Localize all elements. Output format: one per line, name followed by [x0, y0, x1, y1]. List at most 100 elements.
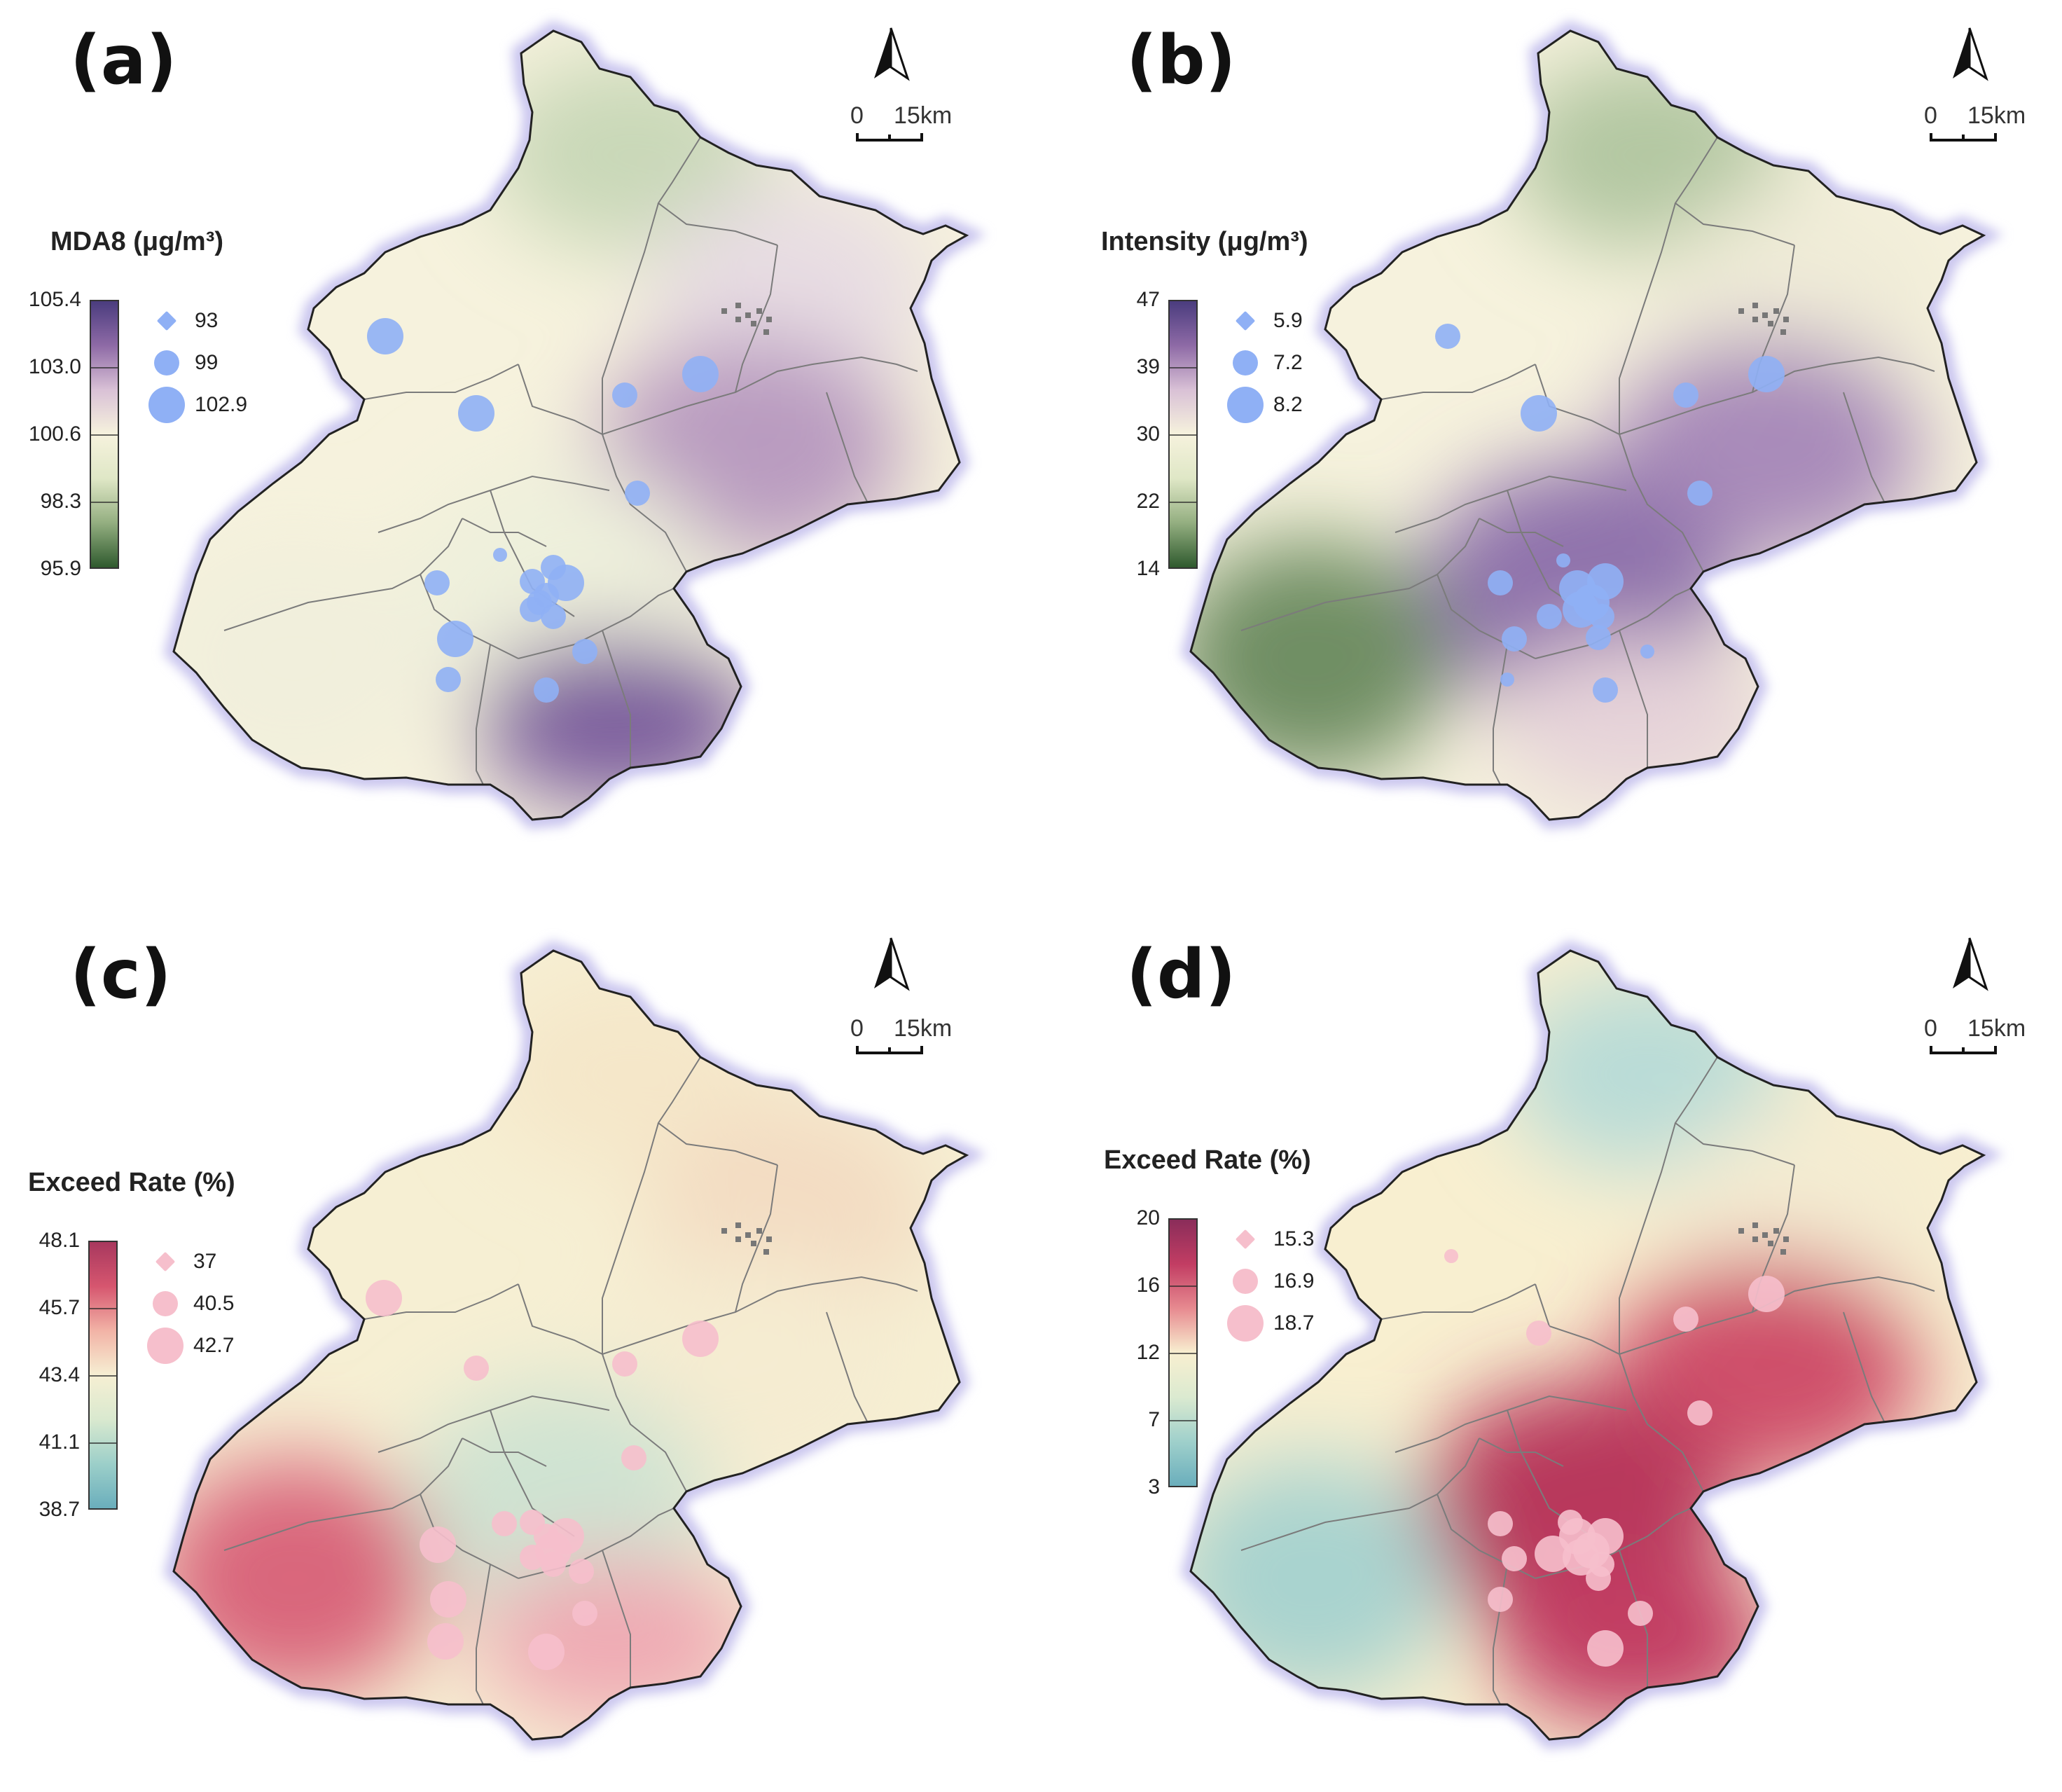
district-boundary — [223, 1438, 463, 1551]
scale-bar — [856, 133, 923, 142]
station-marker — [572, 639, 597, 664]
district-boundary — [1619, 1122, 1676, 1354]
scale-bar — [856, 1046, 923, 1054]
district-boundary — [476, 1564, 491, 1705]
panel-c: (c) 0 15km Exceed Rate (%) 48.1 45.7 43.4 41.1 3… — [0, 896, 1031, 1792]
legend-title: MDA8 (μg/m³) — [50, 227, 223, 256]
station-marker — [1488, 1511, 1513, 1536]
scale-label-start: 0 — [850, 1015, 864, 1042]
colorbar-tick-label: 105.4 — [28, 288, 81, 311]
size-legend-label: 93 — [195, 309, 219, 332]
size-legend-label: 16.9 — [1273, 1269, 1315, 1293]
district-boundary — [223, 518, 463, 631]
size-legend-label: 42.7 — [193, 1334, 235, 1357]
station-marker — [1587, 563, 1624, 600]
colorbar-tick-label: 22 — [1136, 490, 1160, 513]
station-marker — [420, 1526, 456, 1563]
station-marker — [612, 1351, 637, 1377]
district-boundary — [657, 137, 778, 246]
colorbar-tick-label: 43.4 — [39, 1363, 80, 1386]
legend-title: Exceed Rate (%) — [28, 1168, 235, 1197]
scale-bar — [1930, 133, 1997, 142]
panel-label: (b) — [1126, 21, 1236, 99]
station-marker — [436, 667, 461, 692]
station-marker — [1593, 677, 1618, 703]
station-marker — [1748, 1276, 1785, 1312]
station-marker — [541, 1552, 566, 1577]
size-legend-label: 7.2 — [1273, 351, 1303, 374]
station-marker — [625, 481, 650, 506]
colorbar-tick — [90, 1375, 116, 1377]
station-marker — [1587, 1518, 1624, 1555]
scale-label-end: 15km — [1967, 102, 2026, 129]
station-marker — [437, 621, 473, 657]
district-boundary — [826, 392, 869, 505]
no-data-patch — [1738, 1222, 1789, 1255]
panel-label: (c) — [70, 935, 172, 1014]
station-marker — [1435, 324, 1460, 349]
colorbar-tick-label: 95.9 — [40, 557, 81, 580]
station-marker — [520, 1545, 545, 1570]
district-boundary — [364, 364, 519, 400]
size-legend-marker — [1233, 350, 1258, 375]
station-marker — [534, 677, 559, 703]
district-boundary — [602, 630, 631, 768]
station-marker — [548, 1518, 584, 1555]
station-marker — [1556, 553, 1570, 567]
colorbar-tick — [1170, 1286, 1196, 1287]
station-marker — [1444, 1249, 1458, 1263]
station-marker — [1586, 625, 1611, 650]
station-marker — [682, 1321, 719, 1357]
colorbar-tick-label: 100.6 — [28, 422, 81, 446]
scale-label-end: 15km — [894, 1015, 953, 1042]
size-legend-marker — [154, 350, 179, 375]
legend-title: Exceed Rate (%) — [1104, 1145, 1311, 1175]
panel-a: (a) 0 15km MDA8 (μg/m³) 105.4 103.0 100.6 98.3 9… — [0, 0, 1031, 896]
size-legend-label: 8.2 — [1273, 393, 1303, 416]
station-marker — [682, 356, 719, 392]
north-arrow-icon — [1953, 937, 1988, 991]
north-arrow-icon — [874, 937, 910, 991]
colorbar-tick-label: 39 — [1136, 355, 1160, 378]
station-marker — [1500, 673, 1514, 687]
colorbar-tick-label: 12 — [1136, 1341, 1160, 1364]
size-legend-marker — [147, 1328, 184, 1364]
district-boundary — [1240, 1438, 1480, 1551]
colorbar-tick — [1170, 1353, 1196, 1354]
beijing-boundary — [1189, 29, 1986, 821]
size-legend-label: 15.3 — [1273, 1227, 1315, 1250]
map — [163, 20, 987, 829]
station-marker — [1502, 1546, 1527, 1571]
district-boundary — [518, 364, 687, 572]
district-boundary — [1479, 1438, 1564, 1467]
district-boundary — [657, 1056, 778, 1166]
size-legend-label: 99 — [195, 351, 219, 374]
district-boundary — [735, 1164, 778, 1313]
colorbar-tick-label: 45.7 — [39, 1296, 80, 1319]
station-marker — [1587, 1630, 1624, 1667]
size-legend-marker — [153, 1291, 178, 1316]
station-marker — [528, 1634, 565, 1670]
station-marker — [1673, 382, 1698, 408]
colorbar-tick-label: 47 — [1136, 288, 1160, 311]
size-legend-marker — [1227, 1305, 1264, 1342]
district-boundary — [826, 1311, 869, 1425]
district-boundary — [476, 644, 491, 785]
district-boundary — [735, 244, 778, 393]
district-boundary — [1619, 202, 1676, 434]
district-boundary — [1843, 392, 1886, 505]
size-legend-marker — [1227, 387, 1264, 423]
colorbar-tick — [91, 367, 118, 368]
colorbar-tick-label: 14 — [1136, 557, 1160, 580]
station-marker — [366, 1280, 402, 1316]
district-boundary — [1493, 644, 1508, 785]
station-marker — [464, 1356, 489, 1381]
station-marker — [1502, 626, 1527, 652]
colorbar-tick — [1170, 434, 1196, 436]
station-marker — [493, 548, 507, 562]
north-arrow-icon — [1953, 27, 1988, 81]
size-legend-label: 18.7 — [1273, 1311, 1315, 1335]
scale-label-end: 15km — [1967, 1015, 2026, 1042]
district-boundary — [602, 356, 918, 435]
station-marker — [1535, 1536, 1571, 1572]
